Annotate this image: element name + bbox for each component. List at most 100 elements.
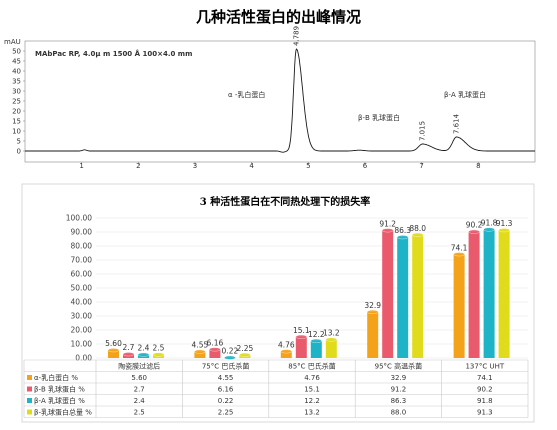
bar-cap (325, 337, 337, 342)
bar-data-label: 74.1 (451, 243, 468, 252)
bar-data-label: 32.9 (364, 301, 381, 310)
chromatogram-ylabel: mAU (4, 38, 21, 46)
chrom-x-tick-label: 7 (419, 162, 423, 170)
bar-cap (367, 309, 379, 314)
bar-cap (468, 229, 480, 234)
chrom-x-tick-label: 1 (79, 162, 83, 170)
category-label: 75°C 巴氏杀菌 (202, 362, 250, 371)
bar (468, 231, 480, 358)
bar-data-label: 2.4 (138, 344, 150, 353)
chrom-y-tick-label: 5 (17, 138, 21, 146)
bar-cap (310, 338, 322, 343)
bar-data-label: 86.3 (394, 226, 411, 235)
bar-y-tick-label: 80.00 (71, 242, 93, 251)
table-cell: 4.55 (218, 374, 234, 382)
bar (483, 229, 495, 358)
table-cell: 91.2 (391, 386, 407, 394)
chrom-x-tick-label: 2 (136, 162, 140, 170)
category-label: 陶瓷膜过滤后 (118, 362, 160, 371)
chrom-y-tick-label: 20 (12, 108, 21, 116)
chrom-y-tick-label: 40 (12, 68, 21, 76)
chromatogram-trace (25, 48, 535, 153)
bar (397, 237, 409, 358)
legend-swatch (27, 386, 32, 392)
bar (498, 230, 510, 358)
chrom-x-tick-label: 8 (476, 162, 480, 170)
bar-cap (152, 352, 165, 357)
chrom-y-tick-label: 50 (12, 48, 21, 56)
table-cell: 6.16 (218, 386, 234, 394)
bar-cap (453, 252, 465, 257)
bar (209, 349, 221, 358)
legend-label: β-A 乳球蛋白 % (34, 396, 85, 405)
bar-cap (107, 348, 120, 353)
bar-cap (483, 227, 495, 232)
bar (295, 336, 307, 358)
chrom-x-tick-label: 5 (306, 162, 310, 170)
bar-cap (412, 232, 424, 237)
bar (453, 254, 465, 358)
bar-cap (397, 235, 409, 240)
peak-label: 7.015 (419, 121, 427, 141)
category-label: 137°C UHT (465, 363, 504, 371)
bar-data-label: 2.5 (153, 344, 165, 353)
bar-cap (224, 355, 236, 360)
chrom-y-tick-label: 15 (12, 118, 21, 126)
legend-swatch (27, 409, 32, 415)
bar (108, 350, 119, 358)
bar (382, 230, 394, 358)
chrom-y-tick-label: 45 (12, 58, 21, 66)
table-cell: 91.8 (477, 397, 493, 405)
bar (280, 351, 292, 358)
bar-data-label: 12.2 (308, 330, 325, 339)
bar-y-tick-label: 100.00 (66, 214, 92, 223)
bar-data-label: 91.8 (481, 218, 498, 227)
page-title: 几种活性蛋白的出峰情况 (195, 8, 361, 26)
method-label: MAbPac RP, 4.0μ m 1500 Å 100×4.0 mm (35, 49, 192, 58)
bar-data-label: 90.2 (466, 221, 483, 230)
legend-swatch (27, 398, 32, 403)
chrom-y-tick-label: 0 (17, 148, 21, 156)
table-cell: 2.7 (134, 386, 145, 394)
bar-y-tick-label: 50.00 (71, 284, 93, 293)
legend-label: β-B 乳球蛋白 % (34, 385, 85, 394)
table-cell: 12.2 (304, 397, 320, 405)
bar (310, 340, 322, 358)
bar-y-tick-label: 30.00 (71, 312, 93, 321)
bar-y-tick-label: 90.00 (71, 228, 93, 237)
bar-data-label: 91.2 (379, 219, 396, 228)
bar-data-label: 6.16 (207, 338, 224, 347)
bar-data-label: 88.0 (409, 224, 426, 233)
bar-chart-frame (21, 183, 535, 423)
bar (194, 351, 206, 358)
table-cell: 15.1 (304, 386, 320, 394)
chrom-y-tick-label: 35 (12, 78, 21, 86)
bar-data-label: 5.60 (105, 339, 122, 348)
bar-data-label: 2.25 (237, 344, 254, 353)
bar-data-label: 15.1 (293, 326, 310, 335)
annotation-beta-a-lactoglobulin: β-A 乳球蛋白 (444, 90, 486, 99)
table-cell: 13.2 (304, 409, 320, 417)
annotation-beta-b-lactoglobulin: β-B 乳球蛋白 (358, 113, 400, 122)
bar-data-label: 91.3 (496, 219, 513, 228)
category-label: 85°C 巴氏杀菌 (288, 362, 336, 371)
chrom-x-tick-label: 4 (249, 162, 254, 170)
table-cell: 2.25 (218, 409, 234, 417)
legend-label: β-乳球蛋白总量 % (34, 408, 92, 417)
table-cell: 86.3 (391, 397, 407, 405)
bar (367, 311, 379, 358)
bar-cap (239, 352, 251, 357)
peak-label: 4.789 (292, 26, 300, 46)
chrom-y-tick-label: 30 (12, 88, 21, 96)
bar-y-tick-label: 40.00 (71, 298, 93, 307)
bar-cap (194, 349, 206, 354)
bar-y-tick-label: 0.00 (75, 354, 92, 363)
chrom-y-tick-label: 25 (12, 98, 21, 106)
table-cell: 88.0 (391, 409, 407, 417)
bar-y-tick-label: 70.00 (71, 256, 93, 265)
legend-swatch (27, 375, 32, 380)
chromatogram: mAU MAbPac RP, 4.0μ m 1500 Å 100×4.0 mm … (4, 26, 536, 170)
category-label: 95°C 高温杀菌 (375, 362, 423, 371)
table-cell: 2.5 (134, 409, 145, 417)
